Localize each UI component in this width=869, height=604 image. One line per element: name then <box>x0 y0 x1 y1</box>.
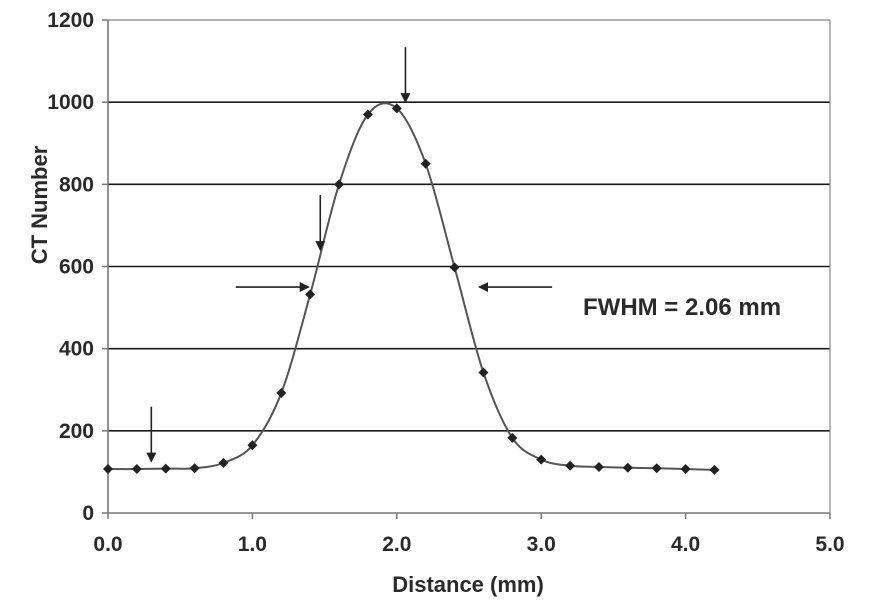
x-tick-label-1.0: 1.0 <box>238 533 267 556</box>
data-series <box>103 102 720 475</box>
x-tick-label-4.0: 4.0 <box>671 533 700 556</box>
y-tick-label-1000: 1000 <box>47 91 94 114</box>
data-point-19 <box>651 463 662 474</box>
x-tick-label-0.0: 0.0 <box>93 533 122 556</box>
y-tick-label-1200: 1200 <box>47 9 94 32</box>
data-point-21 <box>709 464 720 475</box>
y-tick-label-200: 200 <box>59 420 94 443</box>
data-point-3 <box>189 463 200 474</box>
fwhm-annotation: FWHM = 2.06 mm <box>583 294 781 321</box>
data-point-2 <box>160 463 171 474</box>
data-point-4 <box>218 457 229 468</box>
data-point-13 <box>478 367 489 378</box>
data-point-17 <box>593 461 604 472</box>
data-point-20 <box>680 464 691 475</box>
data-point-5 <box>247 440 258 451</box>
data-point-16 <box>565 460 576 471</box>
y-tick-label-0: 0 <box>82 502 94 525</box>
chart-labels: Distance (mm) CT Number FWHM = 2.06 mm <box>27 145 781 597</box>
x-tick-label-3.0: 3.0 <box>527 533 556 556</box>
gridlines <box>108 101 830 432</box>
data-point-11 <box>420 158 431 169</box>
data-point-12 <box>449 262 460 273</box>
arrow-annotations <box>146 47 553 463</box>
data-point-18 <box>622 462 633 473</box>
data-point-9 <box>362 109 373 120</box>
axes <box>102 19 831 519</box>
y-tick-label-600: 600 <box>59 256 94 279</box>
y-axis-label: CT Number <box>27 145 52 264</box>
data-point-6 <box>276 388 287 399</box>
data-point-7 <box>305 289 316 300</box>
data-point-14 <box>507 432 518 443</box>
data-point-1 <box>131 464 142 475</box>
tick-labels: 0 200 400 600 800 1000 1200 0.0 1.0 2.0 3.0 4.0 5.0 <box>47 9 844 556</box>
x-tick-label-2.0: 2.0 <box>382 533 411 556</box>
x-axis-label: Distance (mm) <box>392 572 544 597</box>
data-point-15 <box>536 454 547 465</box>
x-tick-label-5.0: 5.0 <box>815 533 844 556</box>
data-point-10 <box>391 103 402 114</box>
y-tick-label-800: 800 <box>59 173 94 196</box>
data-point-8 <box>334 179 345 190</box>
y-tick-label-400: 400 <box>59 338 94 361</box>
data-point-0 <box>103 464 113 475</box>
series-0-line <box>107 102 715 471</box>
